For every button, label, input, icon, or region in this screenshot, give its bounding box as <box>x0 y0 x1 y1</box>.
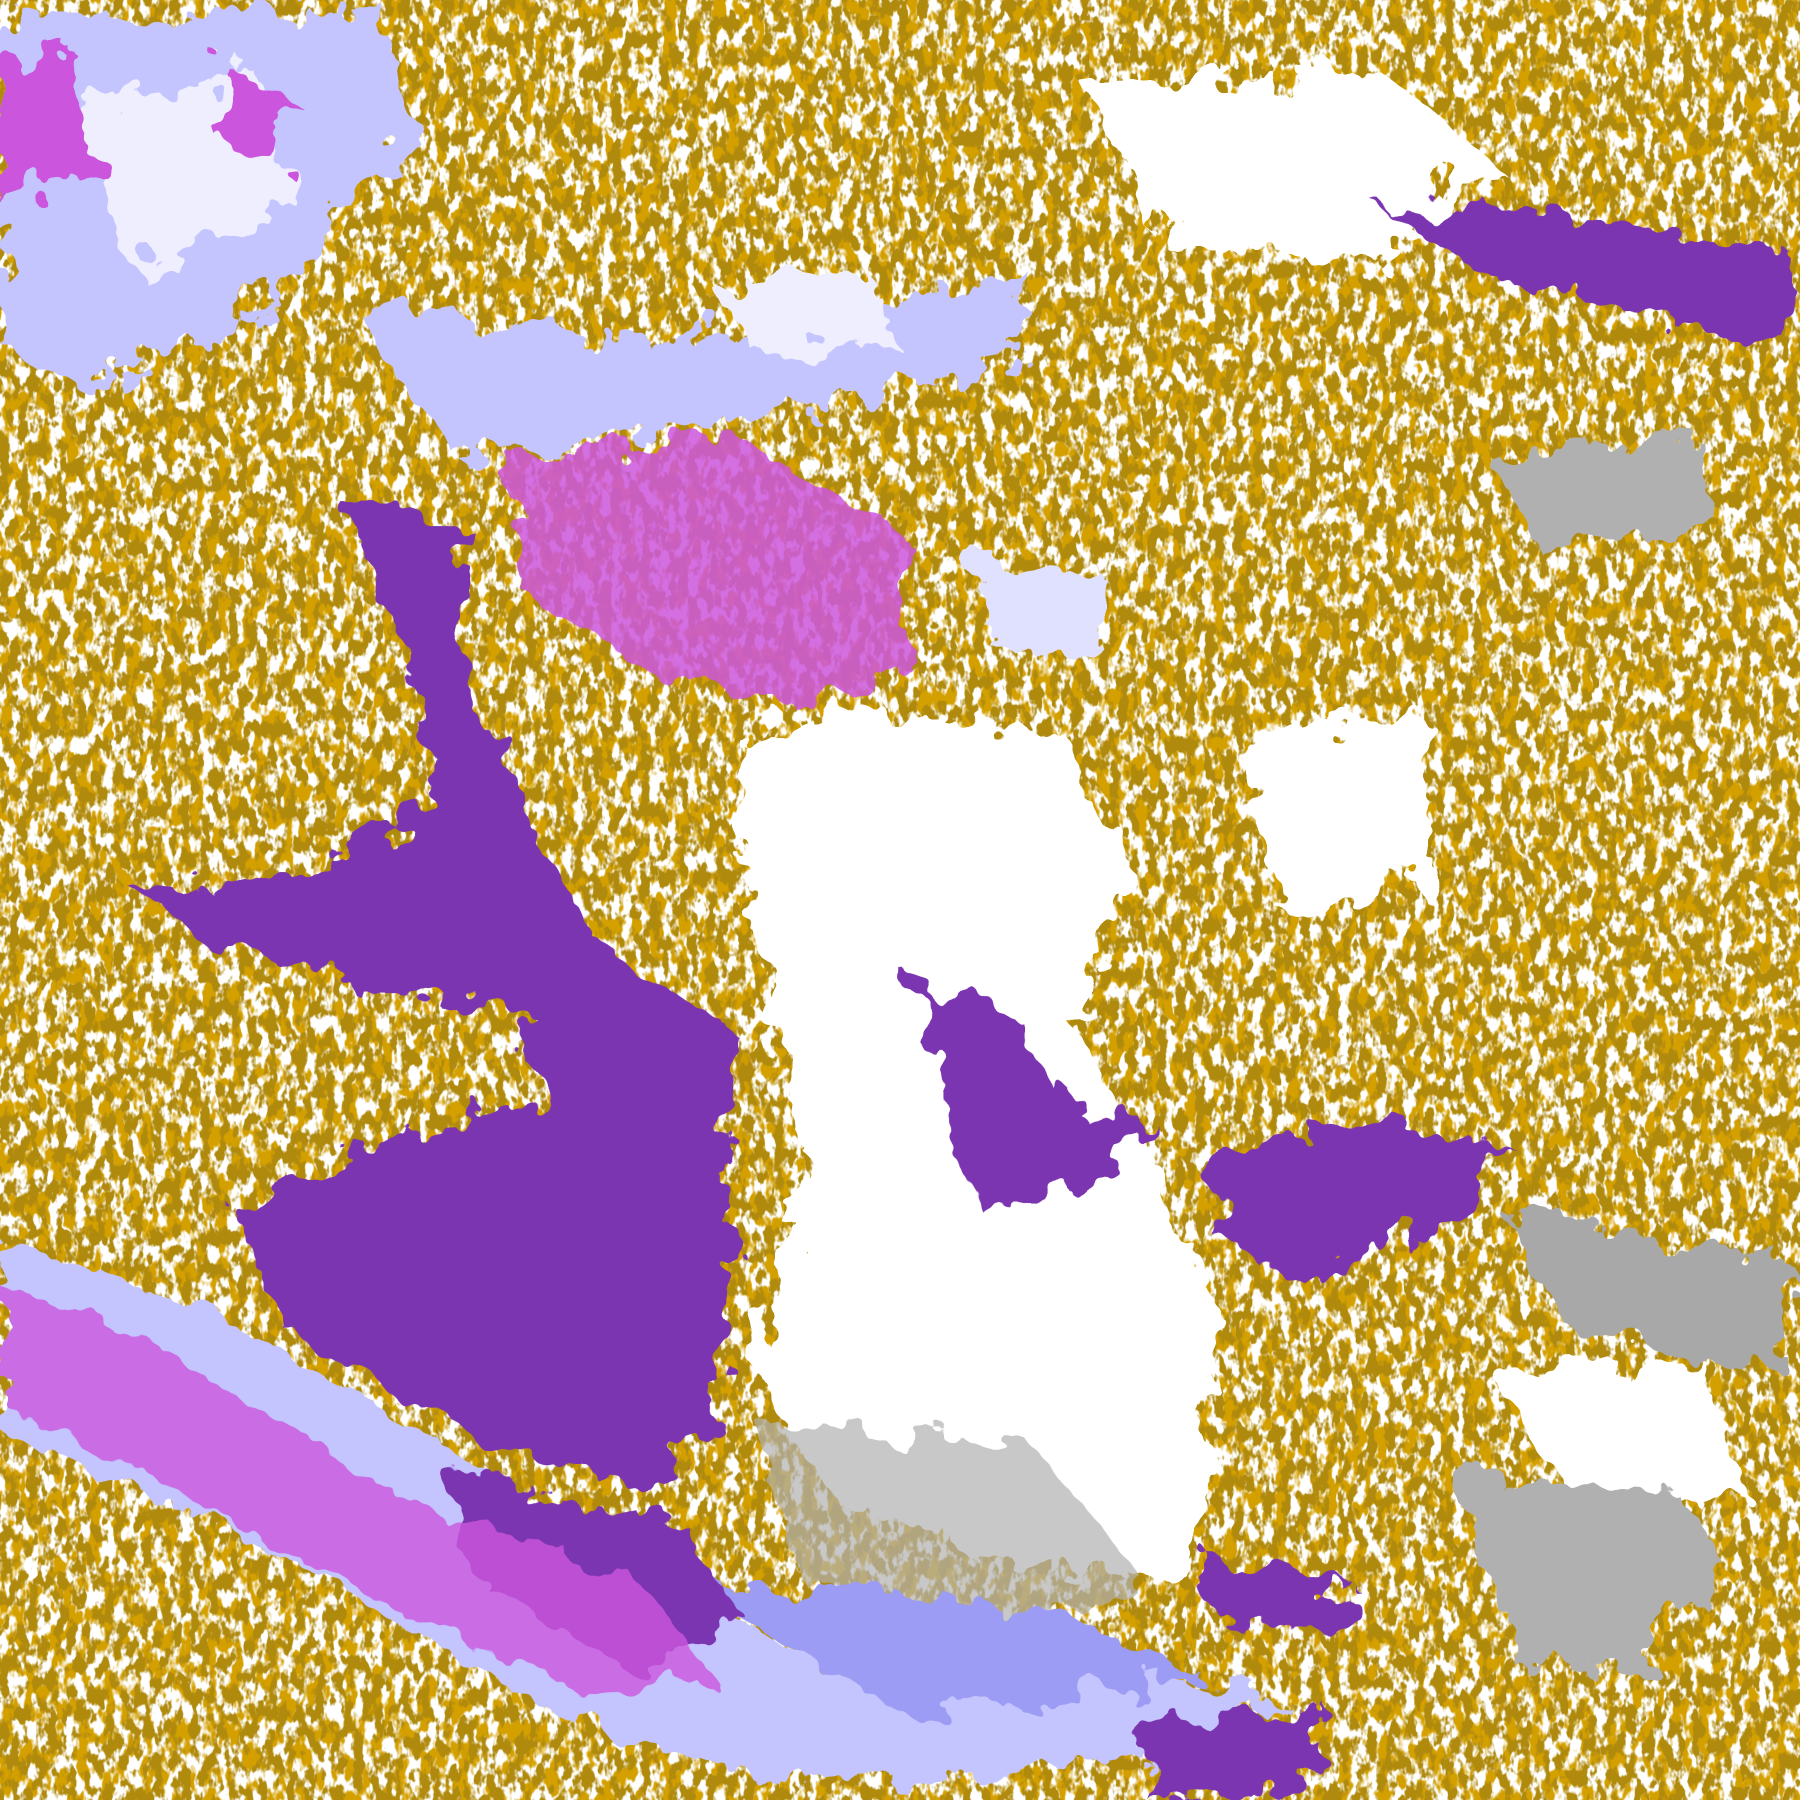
lavender-cloud-band <box>0 0 1286 1791</box>
gray-cloud-regions <box>757 436 1791 1677</box>
purple-cloud-regions <box>137 206 1791 1800</box>
magenta-cloud-regions <box>0 45 919 1699</box>
